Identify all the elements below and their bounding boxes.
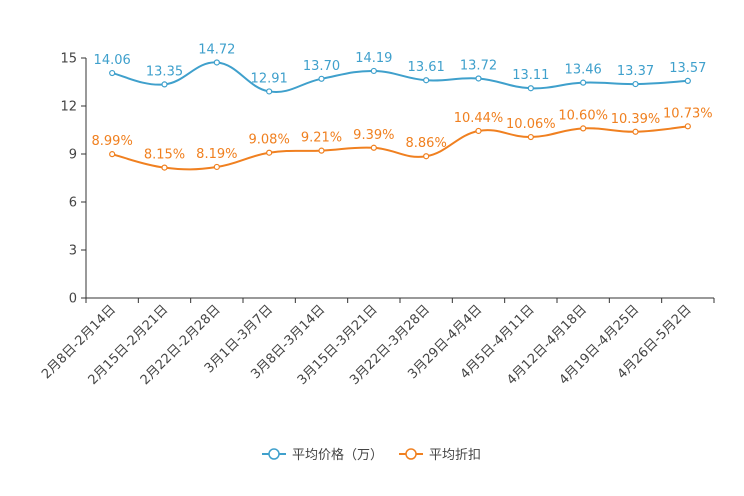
data-label: 13.72 xyxy=(460,58,497,73)
data-point xyxy=(161,81,168,88)
legend[interactable]: 平均价格（万） 平均折扣 xyxy=(262,447,481,463)
series-avg-price: 14.06 13.35 14.72 12.91 13.70 14.19 13.61 13.72… xyxy=(94,42,706,95)
data-label: 10.39% xyxy=(611,112,661,127)
y-tick-label: 15 xyxy=(60,52,77,67)
data-point xyxy=(370,67,377,75)
data-label: 10.60% xyxy=(558,108,608,123)
data-label: 13.46 xyxy=(565,63,602,78)
data-label: 10.06% xyxy=(506,117,556,132)
data-label: 10.44% xyxy=(454,111,504,126)
data-label: 9.21% xyxy=(301,131,342,146)
data-point xyxy=(580,79,587,86)
data-point xyxy=(213,163,220,171)
legend-marker-icon xyxy=(268,448,280,460)
series-avg-discount: 8.99% 8.15% 8.19% 9.08% 9.21% 9.39% 8.86% 10.44… xyxy=(92,106,713,171)
y-tick-label: 9 xyxy=(69,148,77,163)
data-label: 14.72 xyxy=(198,42,235,57)
data-point xyxy=(632,80,639,88)
series-line xyxy=(111,125,688,171)
data-point xyxy=(318,75,325,82)
legend-item-avg-discount[interactable]: 平均折扣 xyxy=(399,448,481,463)
data-label: 14.06 xyxy=(94,53,131,68)
y-tick-label: 3 xyxy=(69,244,77,259)
data-label: 8.15% xyxy=(144,148,185,163)
legend-label: 平均折扣 xyxy=(429,448,481,463)
data-point xyxy=(161,164,168,171)
data-label: 9.08% xyxy=(249,133,290,148)
data-label: 8.99% xyxy=(92,134,133,149)
data-point xyxy=(266,88,273,95)
y-tick-label: 0 xyxy=(69,292,77,307)
data-label: 13.57 xyxy=(669,61,706,76)
data-label: 14.19 xyxy=(355,51,392,66)
data-point xyxy=(109,69,116,77)
data-point xyxy=(475,75,482,82)
data-point xyxy=(475,127,482,135)
data-label: 13.61 xyxy=(408,60,445,75)
y-tick-label: 6 xyxy=(69,196,77,211)
data-label: 8.19% xyxy=(196,147,237,162)
data-point xyxy=(580,125,587,132)
series-layer: 14.06 13.35 14.72 12.91 13.70 14.19 13.61 13.72… xyxy=(92,42,713,171)
data-point xyxy=(527,133,534,141)
y-tick-label: 12 xyxy=(60,100,77,115)
legend-item-avg-price[interactable]: 平均价格（万） xyxy=(262,447,383,463)
data-label: 10.73% xyxy=(663,106,713,121)
data-point xyxy=(684,77,691,84)
data-point xyxy=(266,149,273,156)
data-point xyxy=(527,85,534,92)
data-point xyxy=(684,123,691,130)
legend-label: 平均价格（万） xyxy=(292,447,383,463)
legend-marker-icon xyxy=(405,448,417,460)
data-point xyxy=(318,147,325,154)
data-point xyxy=(423,153,430,160)
x-axis: 2月8日-2月14日2月15日-2月21日2月22日-2月28日3月1日-3月7… xyxy=(39,297,715,388)
data-point xyxy=(632,128,639,135)
data-label: 12.91 xyxy=(251,71,288,86)
data-point xyxy=(370,144,377,151)
data-point xyxy=(213,59,220,66)
data-label: 13.35 xyxy=(146,64,183,79)
data-label: 9.39% xyxy=(353,128,394,143)
y-axis: 0 3 6 9 12 15 xyxy=(60,52,87,307)
data-label: 13.37 xyxy=(617,64,654,79)
data-label: 13.11 xyxy=(512,68,549,83)
data-point xyxy=(109,151,116,158)
data-label: 8.86% xyxy=(406,136,447,151)
data-point xyxy=(423,77,430,84)
data-label: 13.70 xyxy=(303,59,340,74)
